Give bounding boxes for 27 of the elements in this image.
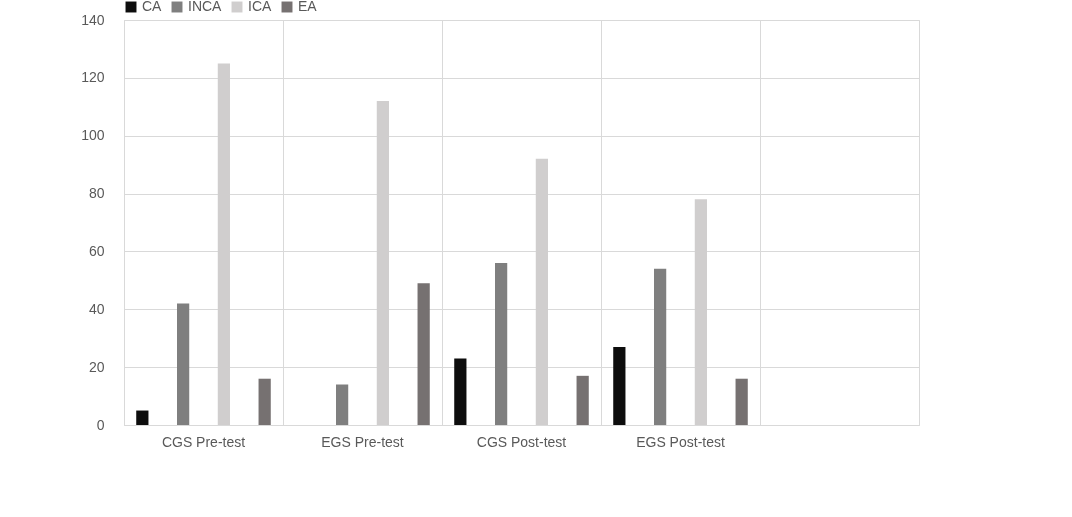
y-tick-label: 80 (88, 185, 105, 202)
legend-label: EA (298, 0, 318, 14)
bar (454, 358, 467, 425)
y-tick-label: 60 (88, 242, 105, 259)
y-tick-label: 0 (96, 416, 105, 433)
bar (417, 283, 430, 425)
bar (576, 375, 589, 425)
bar (495, 263, 508, 425)
y-tick-label: 40 (88, 300, 105, 317)
bar (654, 268, 667, 425)
y-tick-label: 120 (81, 69, 105, 86)
x-tick-label: EGS Post-test (636, 433, 725, 450)
bar (336, 384, 349, 425)
bar (258, 378, 271, 425)
y-tick-label: 20 (88, 358, 105, 375)
bar (136, 410, 149, 425)
y-tick-label: 140 (81, 11, 105, 28)
bar (613, 346, 626, 425)
y-tick-label: 100 (81, 127, 105, 144)
bar (735, 378, 748, 425)
legend-label: CA (142, 0, 163, 14)
x-tick-label: CGS Pre-test (161, 433, 246, 450)
x-tick-label: EGS Pre-test (321, 433, 404, 450)
legend-label: ICA (248, 0, 272, 14)
legend-label: INCA (188, 0, 223, 14)
x-tick-label: CGS Post-test (476, 433, 567, 450)
bar (177, 303, 190, 425)
